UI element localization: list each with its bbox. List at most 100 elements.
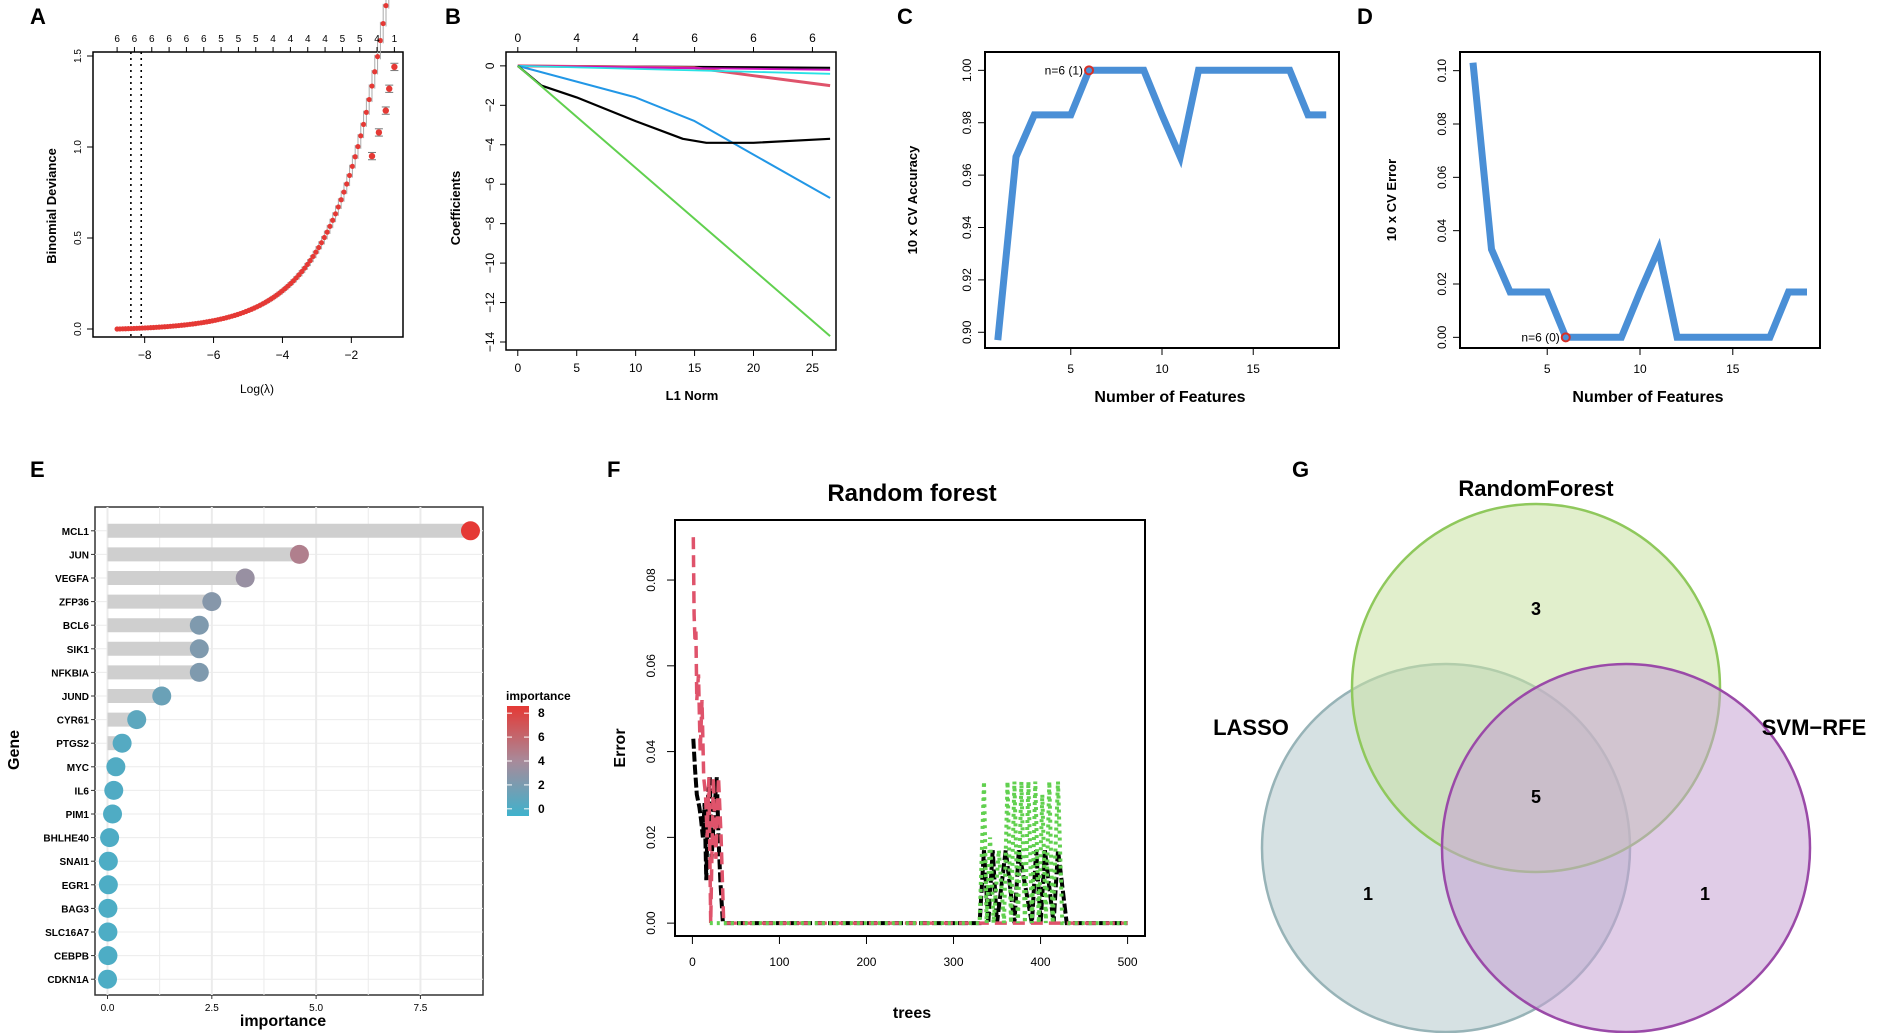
a-toptick-label-13: 5 xyxy=(340,34,346,45)
a-point-80 xyxy=(338,197,344,203)
d-xtick-label-0: 5 xyxy=(1544,362,1551,376)
venn-label-lasso: LASSO xyxy=(1213,715,1289,740)
d-ytick-label-2: 0.04 xyxy=(1435,219,1449,243)
panel-d-x-label: Number of Features xyxy=(1572,389,1723,406)
a-point-82 xyxy=(344,181,350,187)
a-point-76 xyxy=(327,223,333,229)
a-point-86 xyxy=(355,143,361,150)
e-gene-label-JUND: JUND xyxy=(62,692,89,703)
a-toptick-label-6: 5 xyxy=(218,34,224,45)
b-ytick-label-7: −14 xyxy=(483,331,497,352)
a-xtick-label-2: −4 xyxy=(276,348,290,362)
venn-count-svm-only: 1 xyxy=(1700,884,1710,904)
venn-circle-svmrfe xyxy=(1440,662,1812,1033)
panel-e-y-label: Gene xyxy=(6,730,23,770)
panel-b-x-label: L1 Norm xyxy=(666,388,719,403)
panel-b-x-axis: 0 5 10 15 20 25 xyxy=(514,350,819,375)
a-point-73 xyxy=(318,240,325,246)
b-path-s7 xyxy=(517,65,831,337)
e-gene-label-SNAI1: SNAI1 xyxy=(60,857,90,868)
e-gene-label-IL6: IL6 xyxy=(75,786,90,797)
b-toptick-label-0: 0 xyxy=(514,31,521,45)
a-point-88 xyxy=(360,121,367,128)
panel-b-coef-paths xyxy=(517,64,831,337)
f-xtick-label-1: 100 xyxy=(769,955,789,969)
c-ytick-label-4: 0.98 xyxy=(960,111,974,135)
panel-c: 5 10 15 0.90 0.92 0.94 0.96 0.98 1.00 n=6 (1) N… xyxy=(905,51,1340,406)
panel-b: 0 5 10 15 20 25 0 −2 −4 −6 −8 −10 −12 −14 0 4 4 6 6 6 L1 … xyxy=(448,31,837,403)
a-point-94 xyxy=(377,37,383,44)
panel-f-title: Random forest xyxy=(827,480,996,507)
panel-d-curve xyxy=(1469,62,1807,341)
panel-d-best-marker xyxy=(1560,332,1571,343)
a-toptick-label-16: 1 xyxy=(392,34,398,45)
e-gene-label-ZFP36: ZFP36 xyxy=(59,598,89,609)
panel-b-plot-box xyxy=(505,51,837,351)
venn-count-lasso-only: 1 xyxy=(1363,884,1373,904)
panel-letter-b: B xyxy=(445,4,461,29)
e-xtick-label-0: 0.0 xyxy=(101,1003,115,1014)
a-toptick-label-15: 4 xyxy=(374,34,380,45)
panel-g: RandomForest LASSO SVM−RFE 3 5 1 1 xyxy=(1213,476,1866,1033)
a-ytick-label-3: 1.5 xyxy=(73,49,84,63)
a-toptick-label-5: 6 xyxy=(201,34,207,45)
panel-f-y-label: Error xyxy=(612,728,629,767)
panel-letter-g: G xyxy=(1292,457,1309,482)
panel-c-curve xyxy=(994,66,1327,341)
a-point-75 xyxy=(324,229,330,235)
a-point-74 xyxy=(321,234,327,241)
a-point-95 xyxy=(380,20,386,27)
panel-f-y-axis: 0.00 0.02 0.04 0.06 0.08 xyxy=(644,568,675,935)
a-point-87 xyxy=(358,133,364,139)
d-xtick-label-1: 10 xyxy=(1633,362,1647,376)
panel-e-x-axis: 0.0 2.5 5.0 7.5 xyxy=(101,995,428,1014)
a-point-69 xyxy=(307,257,313,264)
e-legend-tick-label-3: 2 xyxy=(538,778,545,792)
d-ytick-label-5: 0.10 xyxy=(1435,59,1449,83)
panel-letter-c: C xyxy=(897,4,913,29)
a-toptick-label-7: 5 xyxy=(236,34,242,45)
a-toptick-label-9: 4 xyxy=(270,34,276,45)
legend-colorbar xyxy=(507,706,529,816)
panel-a-y-axis: 0.0 0.5 1.0 1.5 xyxy=(73,49,93,336)
a-point-93 xyxy=(374,53,381,60)
e-dot-SLC16A7 xyxy=(98,922,118,942)
panel-e: 0.0 2.5 5.0 7.5 MCL1 JUN VEGFA ZFP36 BCL6 SIK1 NF… xyxy=(6,506,571,1030)
panel-letter-e: E xyxy=(30,457,45,482)
b-ytick-label-3: −6 xyxy=(483,177,497,191)
e-gene-label-BAG3: BAG3 xyxy=(61,904,89,915)
panel-e-bars xyxy=(98,521,480,989)
d-curve-path xyxy=(1469,62,1807,341)
panel-a-lambda-lines xyxy=(130,52,143,337)
a-point-89 xyxy=(363,109,369,115)
f-ytick-label-3: 0.06 xyxy=(644,654,658,678)
a-toptick-label-0: 6 xyxy=(114,34,120,45)
f-ytick-label-1: 0.02 xyxy=(644,825,658,849)
a-xtick-label-3: −2 xyxy=(344,348,358,362)
b-xtick-label-5: 25 xyxy=(806,361,820,375)
a-toptick-label-10: 4 xyxy=(288,34,294,45)
panel-a-points xyxy=(114,0,399,332)
e-legend-tick-label-4: 0 xyxy=(538,802,545,816)
f-xtick-label-4: 400 xyxy=(1031,955,1051,969)
e-gene-label-BHLHE40: BHLHE40 xyxy=(43,834,89,845)
panel-letter-f: F xyxy=(607,457,620,482)
e-gene-label-BCL6: BCL6 xyxy=(63,621,90,632)
f-xtick-label-0: 0 xyxy=(689,955,696,969)
panel-c-y-label: 10 x CV Accuracy xyxy=(905,145,920,254)
a-point-96 xyxy=(383,3,389,9)
panel-f-x-axis: 0 100 200 300 400 500 xyxy=(689,936,1138,969)
panel-f-error-curves xyxy=(691,537,1128,926)
e-dot-NFKBIA xyxy=(189,662,209,682)
panel-a-x-label: Log(λ) xyxy=(240,382,274,396)
c-ytick-label-5: 1.00 xyxy=(960,58,974,82)
a-toptick-label-8: 5 xyxy=(253,34,259,45)
d-ytick-label-4: 0.08 xyxy=(1435,112,1449,136)
f-ytick-label-0: 0.00 xyxy=(644,911,658,935)
c-xtick-label-2: 15 xyxy=(1247,362,1261,376)
panel-d-y-label: 10 x CV Error xyxy=(1384,159,1399,241)
panel-c-plot-box xyxy=(984,51,1340,349)
e-dot-BHLHE40 xyxy=(100,828,120,848)
b-ytick-label-2: −4 xyxy=(483,138,497,152)
